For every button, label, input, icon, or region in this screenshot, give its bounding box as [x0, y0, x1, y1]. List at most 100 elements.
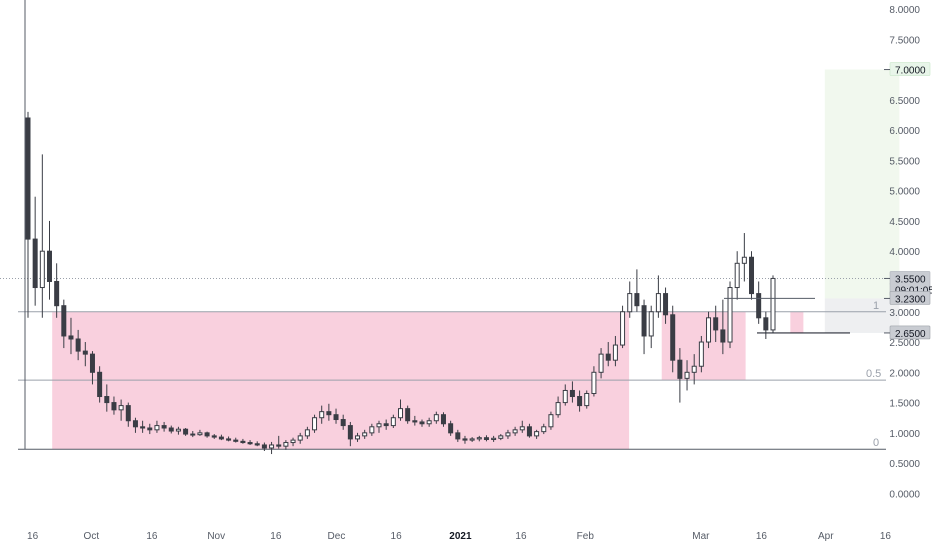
green-zone-3	[824, 69, 900, 299]
candle-67	[505, 429, 511, 439]
candle-47	[362, 429, 368, 439]
candle-2	[39, 154, 45, 318]
candle-14	[125, 402, 131, 427]
candle-15	[132, 417, 138, 433]
y-tick-label: 6.0000	[889, 126, 920, 137]
candle-84	[627, 281, 633, 318]
price-tag-7.0000: 7.0000	[884, 62, 931, 77]
candle-8	[82, 342, 88, 367]
candle-19	[161, 421, 167, 432]
grey-zone-4	[824, 298, 900, 333]
candle-65	[491, 435, 497, 442]
candle-32	[254, 441, 260, 447]
x-tick-label: 2021	[449, 531, 472, 542]
candle-39	[304, 426, 310, 439]
candle-71	[534, 429, 540, 439]
candlestick-series	[25, 111, 776, 455]
candle-83	[620, 305, 626, 349]
candle-101	[749, 251, 755, 300]
y-tick-label: 3.0000	[889, 308, 920, 319]
candle-99	[734, 251, 740, 300]
candle-75	[562, 384, 568, 406]
candle-74	[555, 396, 561, 418]
candle-20	[168, 425, 174, 434]
candle-5	[61, 299, 67, 349]
candle-50	[383, 419, 389, 430]
y-tick-label: 0.5000	[889, 459, 920, 470]
candle-58	[440, 412, 446, 427]
candle-17	[147, 423, 153, 435]
range-zones	[52, 69, 900, 450]
svg-text:2.6500: 2.6500	[895, 329, 926, 340]
candle-98	[727, 281, 733, 349]
y-tick-label: 1.5000	[889, 399, 920, 410]
price-tag-2.6500: 2.6500	[884, 325, 931, 340]
candle-22	[183, 428, 189, 436]
x-tick-label: 16	[27, 531, 39, 542]
candle-102	[756, 281, 762, 324]
candle-54	[412, 415, 418, 426]
svg-text:09:01:05: 09:01:05	[895, 285, 932, 296]
candle-31	[247, 440, 253, 445]
fib-label-0: 0	[873, 437, 879, 449]
x-tick-label: 16	[146, 531, 158, 542]
candle-11	[104, 384, 110, 412]
candle-27	[218, 434, 224, 441]
candle-4	[54, 263, 60, 318]
candle-53	[405, 405, 411, 424]
x-tick-label: Mar	[692, 531, 710, 542]
red-zone-2	[790, 311, 804, 333]
x-tick-label: 16	[270, 531, 282, 542]
candle-26	[211, 434, 217, 439]
svg-text:7.0000: 7.0000	[895, 66, 926, 77]
y-tick-label: 8.0000	[889, 5, 920, 16]
x-tick-label: Dec	[328, 531, 346, 542]
y-tick-label: 4.5000	[889, 217, 920, 228]
candle-37	[290, 437, 296, 447]
candle-57	[433, 411, 439, 424]
candle-81	[605, 342, 611, 367]
candle-28	[226, 436, 232, 442]
candle-66	[498, 434, 504, 441]
candle-44	[340, 414, 346, 430]
candle-10	[97, 366, 103, 403]
candle-62	[469, 437, 475, 442]
candle-29	[233, 437, 239, 443]
candle-90	[670, 305, 676, 373]
candle-68	[512, 426, 518, 436]
candle-38	[297, 432, 303, 444]
candle-6	[68, 317, 74, 355]
candle-35	[276, 435, 282, 449]
candle-23	[190, 431, 196, 438]
y-tick-label: 2.0000	[889, 368, 920, 379]
candle-103	[763, 311, 769, 339]
candle-92	[684, 360, 690, 391]
candle-64	[483, 435, 489, 442]
candle-1	[32, 196, 38, 306]
y-tick-label: 4.0000	[889, 247, 920, 258]
candle-97	[720, 299, 726, 355]
candle-13	[118, 399, 124, 421]
candle-49	[376, 420, 382, 433]
candle-59	[448, 420, 454, 436]
candle-9	[89, 351, 95, 385]
candle-93	[691, 354, 697, 385]
horizontal-rays	[724, 297, 850, 334]
candle-95	[706, 311, 712, 349]
candle-69	[519, 420, 525, 433]
price-tag-3.2300: 3.2300	[884, 291, 931, 305]
y-tick-label: 6.5000	[889, 96, 920, 107]
candle-77	[577, 390, 583, 412]
y-tick-label: 1.0000	[889, 429, 920, 440]
candle-34	[269, 441, 275, 455]
candle-63	[476, 435, 482, 442]
time-axis[interactable]: 16 Oct 16 Nov 16 Dec 16 2021 16 Feb Mar 16 Apr 16	[27, 531, 891, 542]
candle-79	[591, 366, 597, 397]
candle-100	[741, 233, 747, 282]
candle-24	[197, 429, 203, 436]
candle-25	[204, 431, 210, 438]
candle-85	[634, 269, 640, 312]
y-tick-label: 5.0000	[889, 187, 920, 198]
candle-52	[398, 399, 403, 421]
